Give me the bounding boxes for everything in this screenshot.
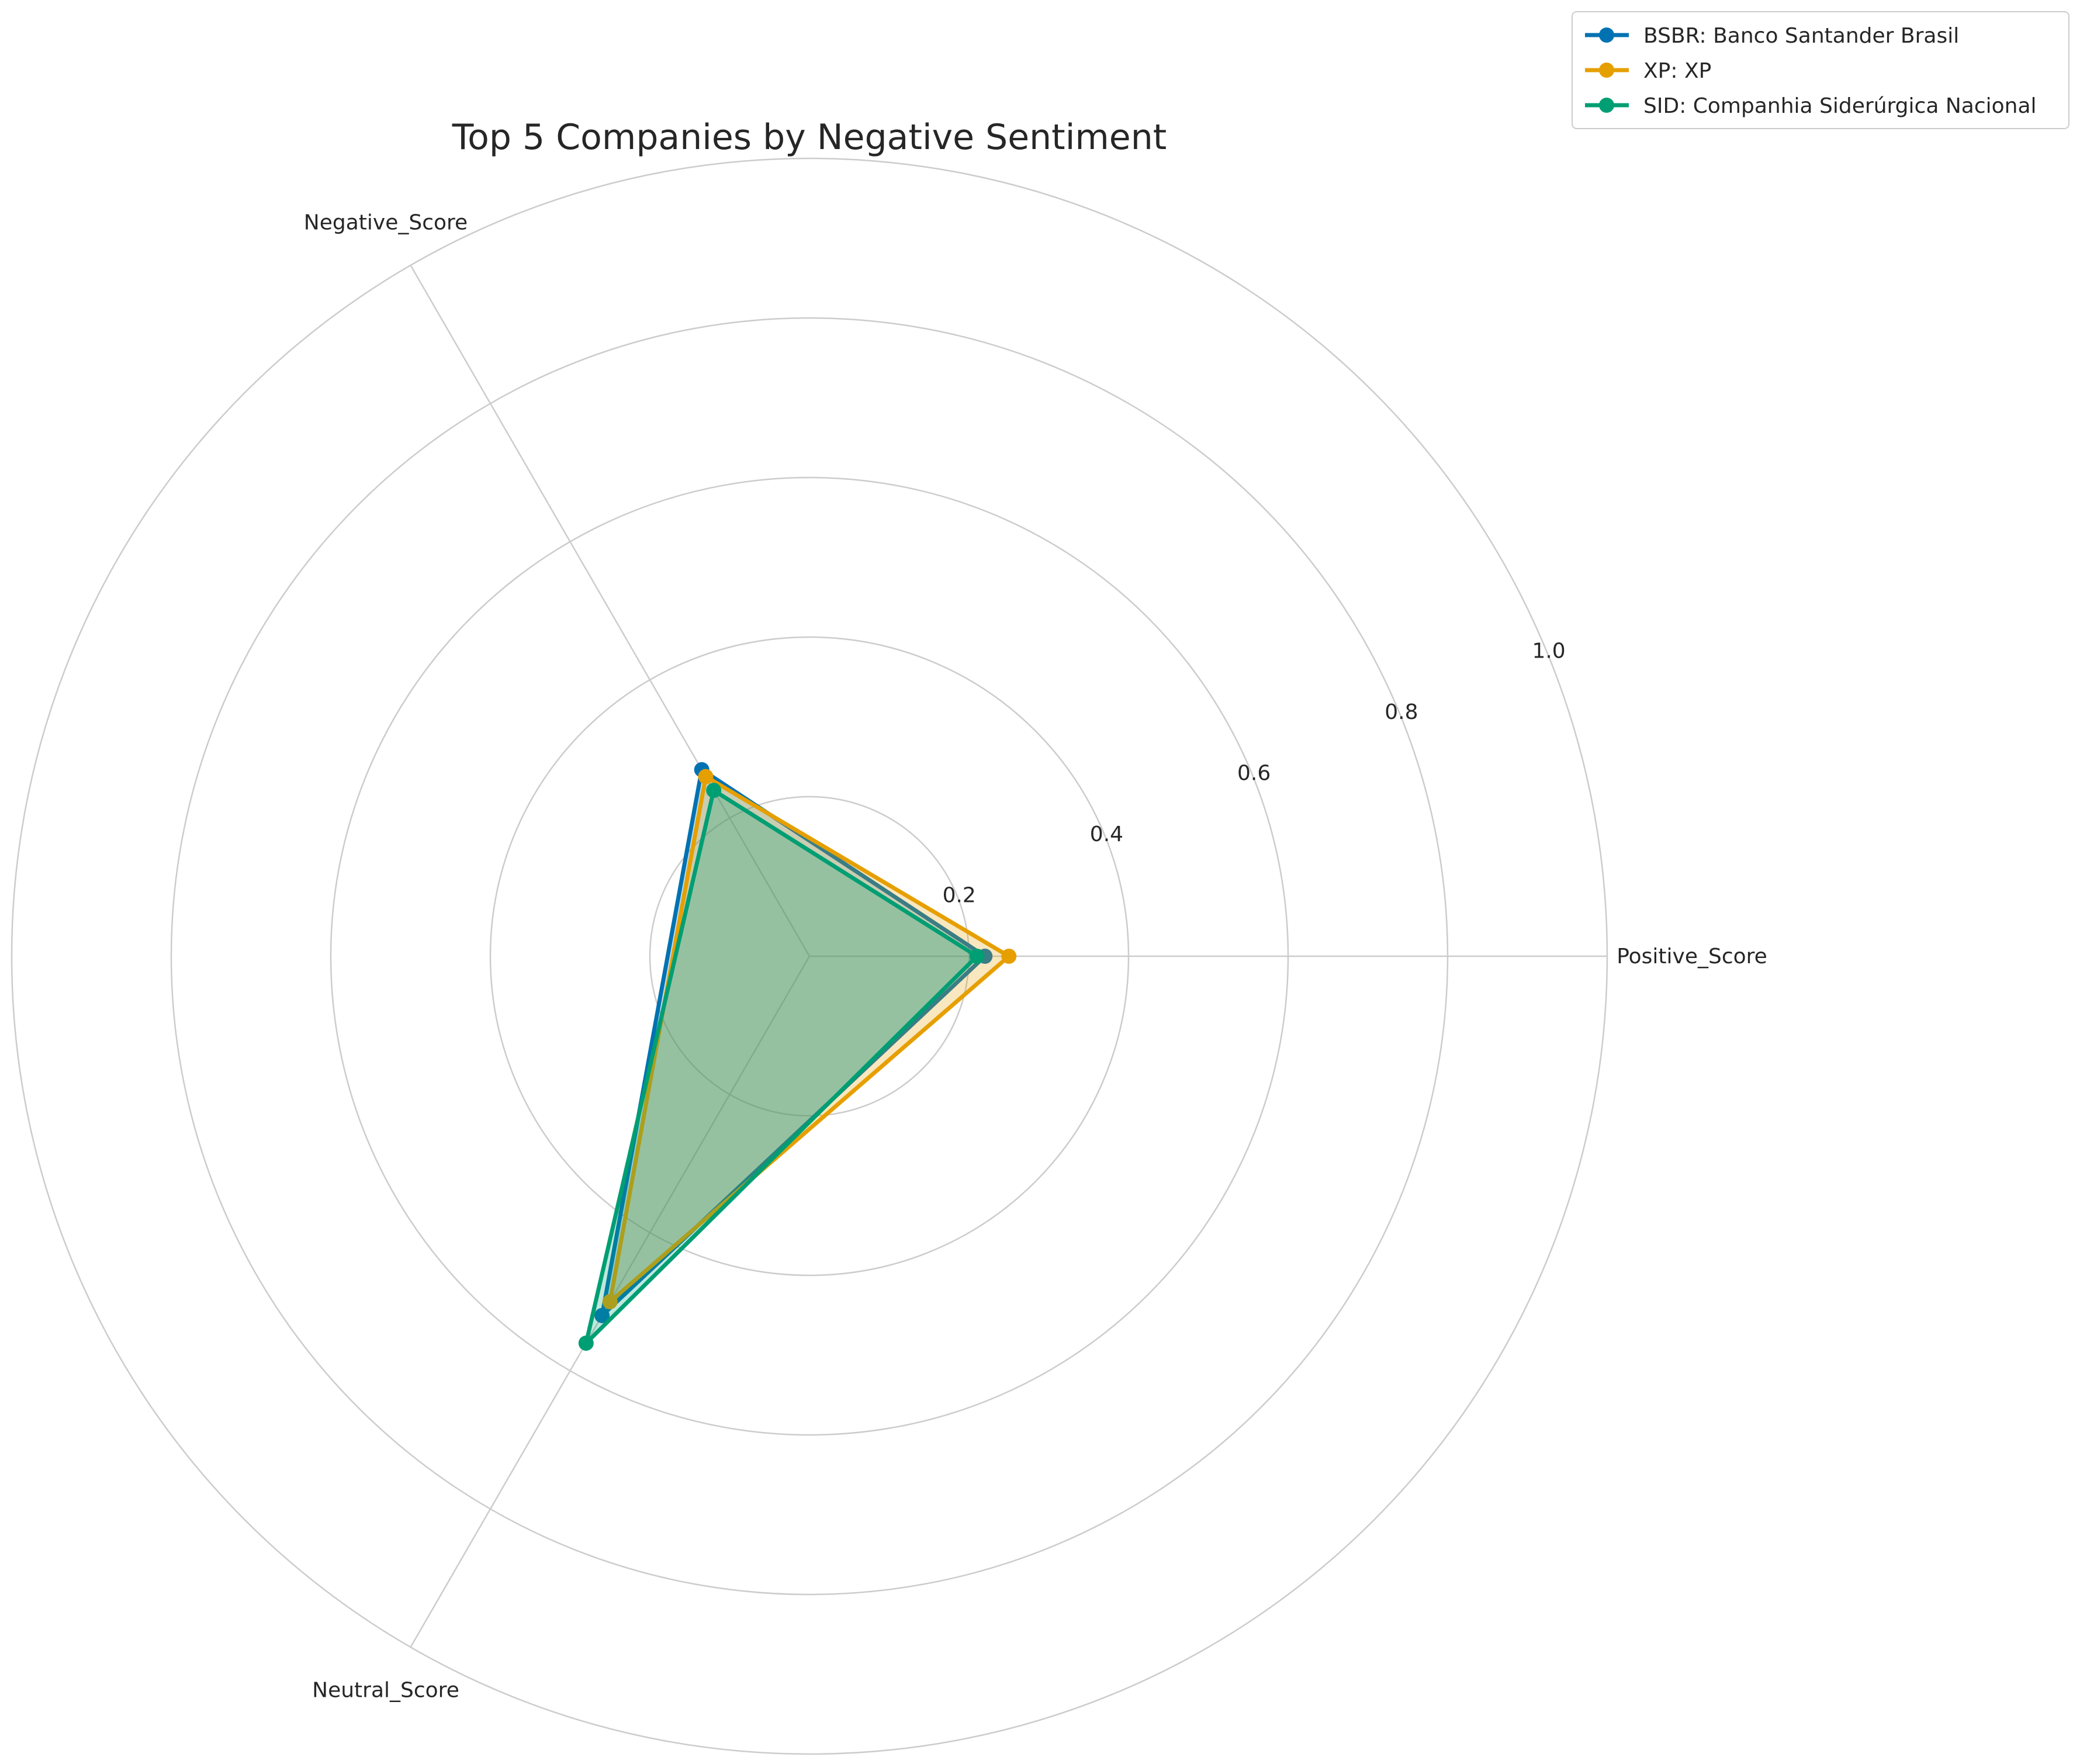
- series-fill: [602, 769, 985, 1316]
- series-point: [1001, 949, 1017, 964]
- axis-labels: Positive_Score Negative_Score Neutral_Scor…: [304, 210, 1767, 1702]
- series-line: [584, 788, 980, 1346]
- polar-grid: [11, 157, 1608, 1755]
- series-fill: [610, 776, 1009, 1302]
- series-point: [594, 1308, 610, 1323]
- series-point: [578, 1335, 594, 1351]
- legend-label: SID: Companhia Siderúrgica Nacional: [1643, 94, 2037, 118]
- series-point: [698, 769, 714, 784]
- legend: BSBR: Banco Santander Brasil XP: XP SID: C…: [1572, 11, 2069, 129]
- chart-title: Top 5 Companies by Negative Sentiment: [452, 117, 1167, 158]
- radial-tick-label: 0.8: [1385, 700, 1418, 724]
- series-point: [969, 949, 985, 964]
- series-point: [706, 783, 722, 798]
- legend-label: BSBR: Banco Santander Brasil: [1643, 24, 1959, 48]
- radial-tick-label: 0.2: [943, 884, 976, 908]
- axis-label-neutral-score: Neutral_Score: [312, 1679, 459, 1703]
- series-point: [602, 1294, 618, 1310]
- axis-label-negative-score: Negative_Score: [304, 210, 468, 234]
- radial-tick-label: 0.6: [1237, 762, 1271, 786]
- axis-label-positive-score: Positive_Score: [1617, 945, 1767, 969]
- radial-tick-labels: 0.2 0.4 0.6 0.8 1.0: [943, 639, 1566, 908]
- legend-label: XP: XP: [1643, 59, 1711, 83]
- legend-marker: [1599, 98, 1614, 113]
- radial-tick-label: 0.4: [1090, 822, 1123, 846]
- radial-tick-label: 1.0: [1532, 639, 1565, 663]
- legend-marker: [1599, 63, 1614, 78]
- legend-marker: [1599, 27, 1614, 43]
- axis-spoke: [410, 265, 811, 957]
- legend-frame: [1572, 11, 2069, 129]
- series-layer: [578, 762, 1017, 1351]
